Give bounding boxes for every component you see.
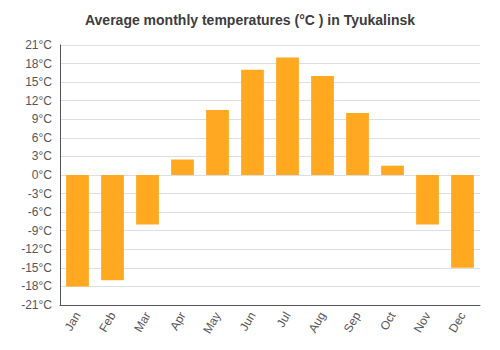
svg-text:-6°C: -6°C: [28, 205, 52, 219]
svg-text:Nov: Nov: [411, 309, 434, 334]
svg-text:Average monthly temperatures (: Average monthly temperatures (°C ) in Ty…: [85, 12, 415, 28]
svg-text:-18°C: -18°C: [21, 279, 52, 293]
svg-text:21°C: 21°C: [25, 38, 52, 52]
svg-text:3°C: 3°C: [32, 149, 52, 163]
svg-text:Feb: Feb: [96, 309, 119, 334]
svg-text:Jan: Jan: [62, 309, 84, 333]
svg-text:Jul: Jul: [274, 309, 294, 329]
svg-text:6°C: 6°C: [32, 131, 52, 145]
svg-text:-9°C: -9°C: [28, 224, 52, 238]
svg-text:Jun: Jun: [237, 309, 259, 333]
svg-text:Mar: Mar: [131, 309, 153, 334]
svg-text:Dec: Dec: [446, 309, 469, 334]
svg-text:Aug: Aug: [306, 309, 329, 334]
svg-text:-15°C: -15°C: [21, 261, 52, 275]
svg-text:-12°C: -12°C: [21, 242, 52, 256]
svg-text:Apr: Apr: [167, 309, 188, 332]
svg-text:12°C: 12°C: [25, 94, 52, 108]
svg-text:15°C: 15°C: [25, 75, 52, 89]
svg-text:May: May: [200, 309, 223, 336]
svg-text:Oct: Oct: [377, 309, 399, 333]
svg-text:-3°C: -3°C: [28, 187, 52, 201]
svg-text:0°C: 0°C: [32, 168, 52, 182]
svg-text:Sep: Sep: [341, 309, 364, 335]
svg-text:-21°C: -21°C: [21, 298, 52, 312]
svg-text:9°C: 9°C: [32, 112, 52, 126]
svg-text:18°C: 18°C: [25, 57, 52, 71]
